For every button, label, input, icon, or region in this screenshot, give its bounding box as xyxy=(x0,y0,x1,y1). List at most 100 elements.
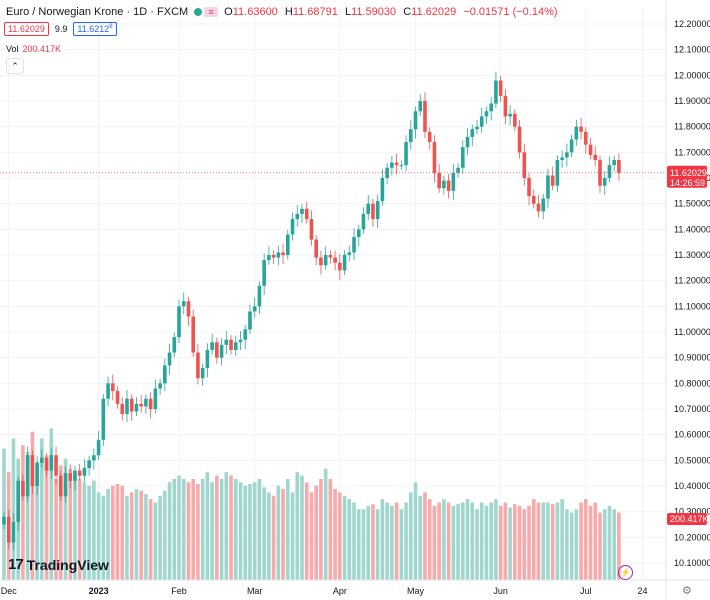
candle-body xyxy=(550,175,555,186)
tradingview-logo[interactable]: 17 TradingView xyxy=(8,556,109,573)
candle-body xyxy=(68,473,73,481)
candle-body xyxy=(617,160,621,173)
ohlc-values: O11.63600 H11.68791 L11.59030 C11.62029 … xyxy=(224,6,561,18)
volume-bar xyxy=(408,492,413,580)
candle-body xyxy=(101,398,106,440)
candle-body xyxy=(475,126,479,130)
candle-body xyxy=(588,144,593,155)
x-tick-label: Apr xyxy=(333,586,347,596)
candle-body xyxy=(394,162,399,166)
volume-bar xyxy=(560,499,564,580)
volume-bar xyxy=(77,478,82,580)
volume-bar xyxy=(361,509,366,580)
x-tick-label: Jun xyxy=(493,586,508,596)
sell-button[interactable]: 11.62029 xyxy=(4,22,49,36)
candle-body xyxy=(219,344,224,358)
volume-bar xyxy=(63,458,68,580)
volume-bar xyxy=(323,468,328,580)
last-price-label: 11.62029 xyxy=(670,168,707,178)
candle-body xyxy=(262,260,266,286)
y-tick-label: 12.00000 xyxy=(674,70,710,80)
candle-body xyxy=(442,180,446,189)
volume-bar xyxy=(238,482,243,580)
volume-bar xyxy=(148,499,153,580)
candle-body xyxy=(40,457,44,463)
lightning-icon[interactable]: ⚡ xyxy=(618,565,633,580)
close-value: 11.62029 xyxy=(411,6,457,18)
volume-bar xyxy=(257,478,262,580)
gear-icon[interactable]: ⚙ xyxy=(682,585,692,597)
volume-bar xyxy=(479,502,484,580)
volume-bar xyxy=(11,438,16,580)
candle-body xyxy=(399,165,404,167)
volume-bar xyxy=(224,472,229,580)
candle-body xyxy=(186,301,191,317)
candle-body xyxy=(134,403,139,412)
candle-body xyxy=(366,203,371,214)
y-tick-label: 10.50000 xyxy=(674,455,710,465)
volume-bar xyxy=(300,475,304,580)
candle-body xyxy=(290,219,295,235)
y-tick-label: 10.30000 xyxy=(674,507,710,517)
chevron-up-icon[interactable]: ⌃ xyxy=(6,58,24,74)
volume-bar xyxy=(503,502,508,580)
volume-bar xyxy=(134,489,139,580)
buy-button[interactable]: 11.62128 xyxy=(73,22,117,36)
candle-body xyxy=(309,219,314,240)
volume-legend[interactable]: Vol 200.417K xyxy=(6,44,61,54)
candle-body xyxy=(35,462,39,486)
volume-bar xyxy=(513,504,517,580)
candle-body xyxy=(54,455,58,476)
volume-bar xyxy=(465,499,470,580)
candle-body xyxy=(375,201,380,220)
candle-body xyxy=(153,388,158,409)
volume-bar xyxy=(286,478,290,580)
volume-bar xyxy=(215,475,219,580)
volume-bar xyxy=(546,502,550,580)
volume-bar xyxy=(158,495,162,580)
volume-bar xyxy=(319,478,323,580)
candle-body xyxy=(25,455,30,497)
equal-icon[interactable]: ≡ xyxy=(204,7,219,17)
candle-body xyxy=(200,367,205,379)
candle-body xyxy=(494,80,498,104)
volume-bar xyxy=(129,492,134,580)
candle-body xyxy=(517,126,522,153)
volume-bar xyxy=(598,512,602,580)
candle-body xyxy=(461,147,465,168)
candle-body xyxy=(58,475,63,497)
candle-body xyxy=(177,306,181,338)
volume-bar xyxy=(602,509,607,580)
open-label: O xyxy=(224,6,233,18)
volume-bar xyxy=(115,483,120,580)
candle-body xyxy=(167,352,172,366)
y-tick-label: 10.10000 xyxy=(674,558,710,568)
volume-bar xyxy=(200,478,205,580)
candle-body xyxy=(328,255,333,258)
candle-body xyxy=(82,468,87,476)
candle-body xyxy=(87,460,91,469)
volume-bar xyxy=(470,502,475,580)
candle-body xyxy=(531,195,536,204)
price-axis[interactable]: 12.20000 12.10000 12.00000 11.90000 11.80000… xyxy=(674,19,710,568)
candle-body xyxy=(229,339,233,350)
candle-body xyxy=(16,480,20,522)
volume-bar xyxy=(101,495,106,580)
volume-label: Vol xyxy=(6,44,19,54)
volume-bar xyxy=(276,485,281,580)
volume-bar xyxy=(290,492,295,580)
volume-bar xyxy=(494,499,498,580)
volume-bar xyxy=(248,483,252,580)
candle-body xyxy=(522,152,527,178)
volume-bar xyxy=(73,475,77,580)
volume-bar xyxy=(427,499,432,580)
y-tick-label: 10.20000 xyxy=(674,532,710,542)
volume-bar xyxy=(49,428,54,580)
symbol-title[interactable]: Euro / Norwegian Krone · 1D · FXCM xyxy=(6,6,189,18)
candle-body xyxy=(333,257,337,263)
y-tick-label: 10.60000 xyxy=(674,430,710,440)
y-tick-label: 10.80000 xyxy=(674,378,710,388)
volume-bar xyxy=(295,472,300,580)
